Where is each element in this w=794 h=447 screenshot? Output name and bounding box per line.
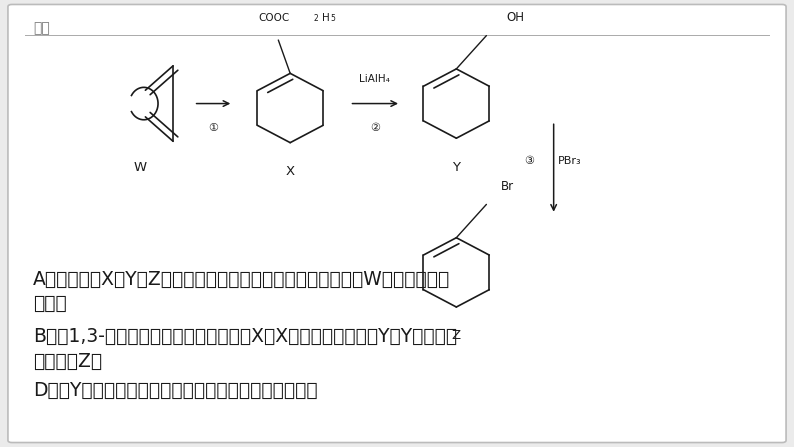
Text: ①: ①	[209, 123, 218, 133]
Text: Z: Z	[452, 329, 461, 342]
Text: ②: ②	[370, 123, 380, 133]
Text: COOC: COOC	[259, 13, 290, 23]
Text: D项，Y中含有碳碳双键，可被酸性高锰酸钾溶液氧化。: D项，Y中含有碳碳双键，可被酸性高锰酸钾溶液氧化。	[33, 380, 318, 400]
Text: H: H	[322, 13, 330, 23]
Text: X: X	[286, 165, 295, 178]
Text: 2: 2	[313, 14, 318, 23]
Text: A项，化合物X、Y、Z连接支链的碳原子为手性碳原子，化合物W中没有手性碳: A项，化合物X、Y、Z连接支链的碳原子为手性碳原子，化合物W中没有手性碳	[33, 270, 450, 288]
Text: 5: 5	[330, 14, 335, 23]
Text: Br: Br	[501, 180, 514, 193]
Text: 解析: 解析	[33, 21, 50, 35]
Text: Y: Y	[453, 160, 461, 173]
Text: OH: OH	[507, 11, 524, 24]
Text: PBr₃: PBr₃	[557, 156, 581, 166]
Text: B项，1,3-丁二烯与丙烯酸乙酯加成生成X，X发生还原反应生成Y，Y发生取代: B项，1,3-丁二烯与丙烯酸乙酯加成生成X，X发生还原反应生成Y，Y发生取代	[33, 327, 457, 346]
Text: 原子；: 原子；	[33, 294, 67, 313]
Text: ③: ③	[524, 156, 534, 166]
Text: LiAlH₄: LiAlH₄	[360, 74, 391, 84]
Text: 反应生成Z；: 反应生成Z；	[33, 352, 102, 371]
Text: W: W	[133, 161, 146, 174]
